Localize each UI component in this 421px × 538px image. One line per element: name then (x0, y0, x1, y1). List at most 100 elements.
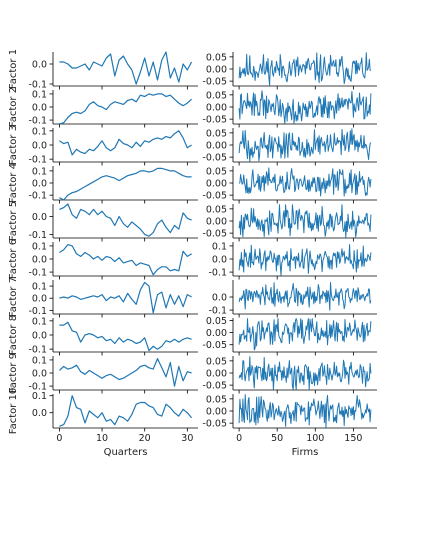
factor-8-quarters-panel: -0.1 0.0 0.1 (28, 316, 198, 356)
factor-3-ylabel: Factor 3 (8, 125, 19, 165)
factor-6-quarters-panel: -0.1 0.0 0.1 (28, 241, 198, 280)
right-10-xtick-label: 50 (271, 433, 283, 444)
left-10-xtick-label: 0 (56, 433, 62, 444)
factor-7-firms-line (238, 282, 372, 311)
factor-2-quarters-panel: -0.1 0.0 0.1 (28, 89, 198, 128)
right-10-xtick-label: 0 (236, 433, 242, 444)
factor-4-firms-line (238, 167, 372, 197)
left-8-ytick-label: 0.1 (32, 316, 47, 327)
right-9-ytick-label: 0.00 (206, 369, 227, 380)
factor-1-ylabel: Factor 1 (8, 49, 19, 89)
factor-4-ylabel: Factor 4 (8, 163, 19, 203)
left-6-ytick-label: 0.0 (32, 255, 47, 266)
right-9-ytick-label: 0.05 (206, 356, 227, 367)
right-4-ytick-label: 0.00 (206, 179, 227, 190)
left-4-ytick-label: 0.0 (32, 179, 47, 190)
factor-5-quarters-panel: -0.1 0.0 (28, 203, 198, 242)
right-3-ytick-label: -0.05 (202, 153, 227, 164)
factor-4-firms-panel: -0.050.00 0.05 (202, 166, 377, 204)
right-10-ytick-label: 0.05 (206, 394, 227, 405)
right-10-xtick-label: 150 (344, 433, 362, 444)
factor-10-ylabel: Factor 10 (8, 388, 19, 435)
right-1-ytick-label: -0.05 (202, 77, 227, 88)
left-7-ytick-label: 0.0 (32, 294, 47, 305)
factor-4-quarters-panel: -0.10.0 0.1 (28, 166, 198, 204)
factor-row-8: -0.1 0.0 0.1 Factor 8 -0.050.000.05 (8, 315, 377, 356)
factor-row-1: -0.1 0.0 Factor 1 -0.050.00 0.05 (8, 49, 377, 91)
right-8-ytick-label: -0.05 (202, 340, 227, 351)
factor-1-quarters-line (59, 51, 193, 85)
quarters-xlabel: Quarters (104, 447, 148, 458)
factor-row-6: -0.1 0.0 0.1 Factor 6 -0.1 0.0 0.1 (8, 239, 377, 280)
right-3-ytick-label: 0.00 (206, 141, 227, 152)
factor-7-quarters-panel: -0.10.00.1 (28, 280, 198, 318)
left-7-ytick-label: -0.1 (28, 306, 47, 317)
left-10-ytick-label: 0.0 (32, 408, 47, 419)
factor-1-quarters-panel: -0.1 0.0 (28, 51, 198, 91)
left-3-ytick-label: -0.1 (28, 155, 47, 166)
right-1-ytick-label: 0.05 (206, 52, 227, 63)
factor-9-firms-line (238, 356, 372, 390)
left-10-xtick-label: 30 (181, 433, 193, 444)
right-10-xtick-label: 100 (306, 433, 324, 444)
factor-3-firms-panel: -0.050.00 0.05 (202, 128, 377, 166)
left-9-ytick-label: 0.0 (32, 369, 47, 380)
left-4-ytick-label: -0.1 (28, 191, 47, 202)
left-10-ytick-label: 0.1 (32, 391, 47, 402)
right-6-ytick-label: 0.0 (212, 255, 227, 266)
factor-5-ylabel: Factor 5 (8, 201, 19, 241)
factor-6-quarters-line (59, 244, 192, 276)
factor-10-firms-line (238, 394, 372, 428)
factor-row-2: -0.1 0.0 0.1 Factor 2 -0.050.00 0.05 (8, 87, 377, 128)
left-2-ytick-label: -0.1 (28, 116, 47, 127)
left-8-ytick-label: 0.0 (32, 331, 47, 342)
left-8-ytick-label: -0.1 (28, 345, 47, 356)
factor-9-ylabel: Factor 9 (8, 353, 19, 393)
factor-5-quarters-line (59, 203, 192, 237)
left-1-ytick-label: 0.0 (32, 60, 47, 71)
right-5-ytick-label: 0.05 (206, 204, 227, 215)
right-2-ytick-label: 0.00 (206, 103, 227, 114)
right-2-ytick-label: 0.05 (206, 90, 227, 101)
left-5-ytick-label: -0.1 (28, 230, 47, 241)
factor-5-firms-panel: -0.050.00 0.05 (202, 204, 377, 242)
left-9-ytick-label: -0.1 (28, 382, 47, 393)
left-9-ytick-label: 0.1 (32, 355, 47, 366)
right-7-ytick-label: -0.1 (208, 306, 227, 317)
right-9-ytick-label: -0.05 (202, 381, 227, 392)
right-8-ytick-label: 0.00 (206, 328, 227, 339)
left-6-ytick-label: -0.1 (28, 268, 47, 279)
factor-2-firms-line (238, 90, 372, 124)
right-2-ytick-label: -0.05 (202, 115, 227, 126)
right-4-ytick-label: -0.05 (202, 191, 227, 202)
right-4-ytick-label: 0.05 (206, 166, 227, 177)
right-1-ytick-label: 0.00 (206, 65, 227, 76)
factor-9-quarters-panel: -0.1 0.0 0.1 (28, 355, 198, 394)
right-6-ytick-label: -0.1 (208, 268, 227, 279)
factor-6-ylabel: Factor 6 (8, 239, 19, 279)
factor-row-5: -0.1 0.0 Factor 5 -0.050.00 0.05 (8, 201, 377, 242)
right-10-ytick-label: 0.00 (206, 407, 227, 418)
right-3-ytick-label: 0.05 (206, 128, 227, 139)
factor-8-firms-panel: -0.050.000.05 (202, 316, 377, 356)
factor-4-quarters-line (59, 167, 192, 201)
left-7-ytick-label: 0.1 (32, 282, 47, 293)
left-5-ytick-label: 0.0 (32, 212, 47, 223)
factor-8-firms-line (238, 318, 372, 351)
factor-10-firms-panel: -0.050.00 0.05 0 50 100 150 (202, 394, 377, 444)
factor-2-quarters-line (59, 93, 193, 125)
factor-3-firms-line (238, 128, 372, 162)
factor-9-firms-panel: -0.050.00 0.05 (202, 356, 377, 394)
factor-2-firms-panel: -0.050.00 0.05 (202, 90, 377, 128)
right-6-ytick-label: 0.1 (212, 241, 227, 252)
factor-7-ylabel: Factor 7 (8, 277, 19, 317)
left-4-ytick-label: 0.1 (32, 166, 47, 177)
factor-row-3: -0.1 0.0 0.1 Factor 3 -0.050.00 0.05 (8, 125, 377, 166)
factor-1-firms-panel: -0.050.00 0.05 (202, 52, 377, 90)
factor-7-quarters-line (59, 281, 192, 314)
factor-2-ylabel: Factor 2 (8, 87, 19, 127)
factor-10-quarters-line (59, 395, 193, 427)
